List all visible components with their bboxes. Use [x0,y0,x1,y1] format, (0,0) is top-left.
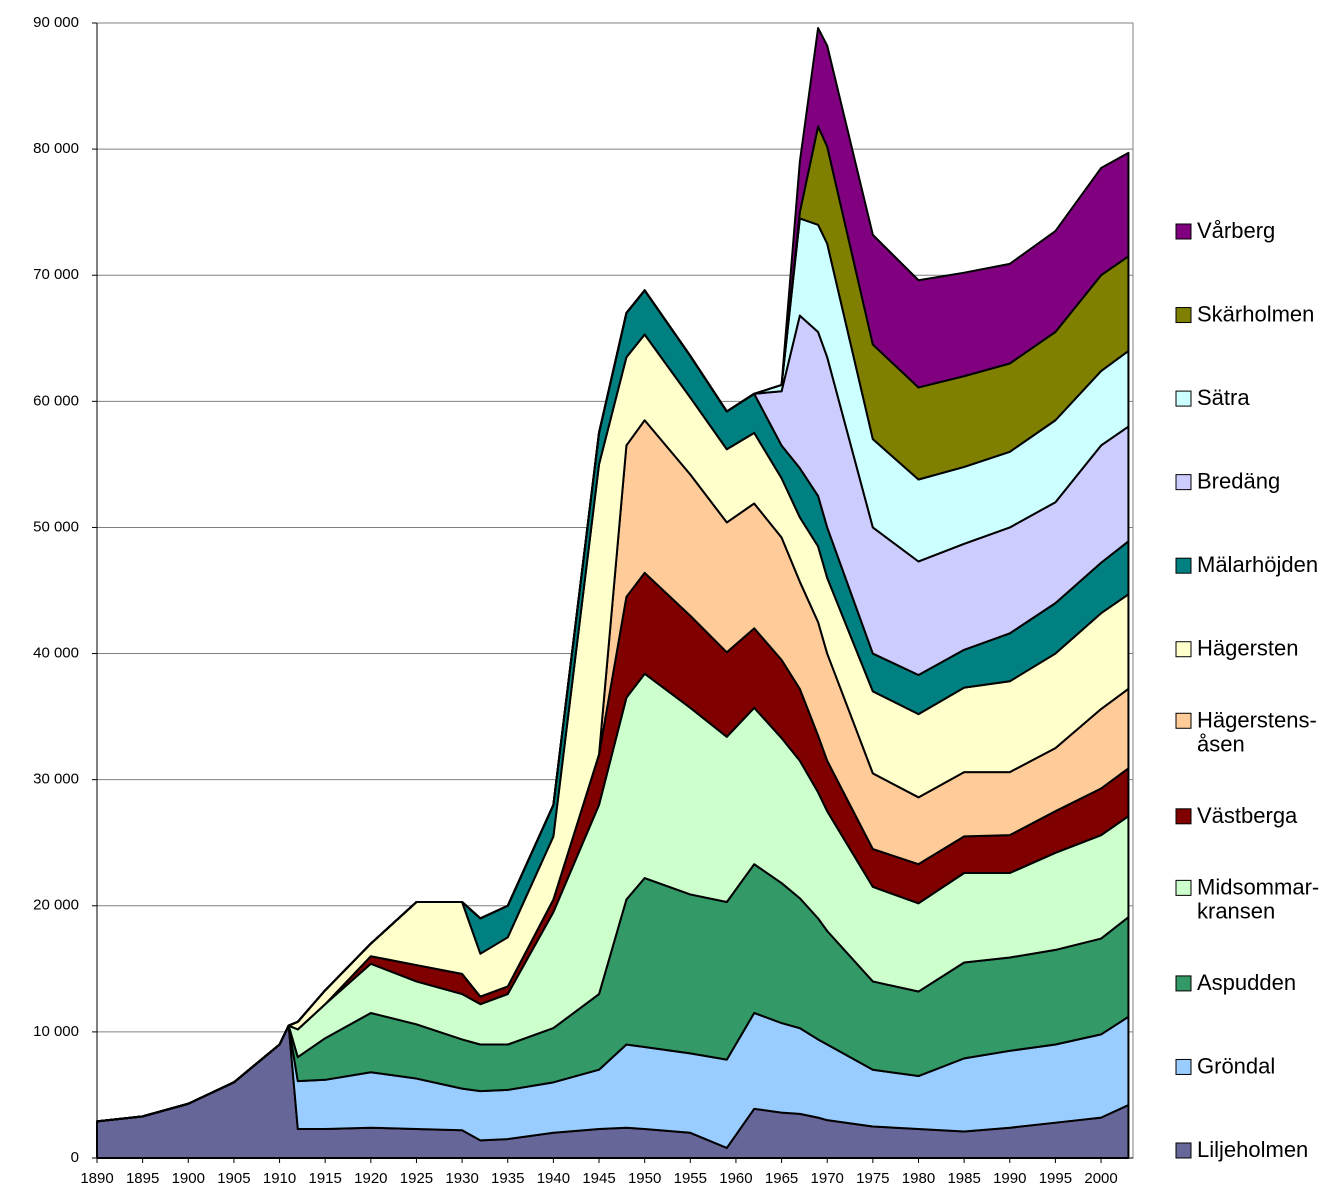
x-tick-label: 1945 [582,1170,615,1187]
x-tick-label: 1935 [491,1170,524,1187]
x-tick-label: 1955 [674,1170,707,1187]
legend-label: Mälarhöjden [1197,552,1318,577]
x-tick-label: 1980 [902,1170,935,1187]
x-tick-label: 1915 [309,1170,342,1187]
legend-swatch [1175,879,1192,896]
y-tick-label: 70 000 [33,266,79,283]
legend-label: Hägerstens-åsen [1197,707,1317,756]
y-tick-label: 50 000 [33,518,79,535]
legend-label: Västberga [1197,803,1298,828]
legend-swatch [1175,223,1192,240]
x-tick-label: 1990 [993,1170,1026,1187]
y-tick-label: 30 000 [33,771,79,788]
legend: Liljeholmen Gröndal Aspudden Midsommar-kran… [1175,218,1319,1162]
axes: 0 10 000 20 000 30 000 40 000 50 000 60 000 70 … [33,14,1134,1187]
x-tick-label: 1900 [172,1170,205,1187]
x-tick-label: 1905 [217,1170,250,1187]
x-tick-label: 1985 [947,1170,980,1187]
x-tick-label: 1910 [263,1170,296,1187]
legend-swatch [1175,474,1192,491]
legend-swatch [1175,1058,1192,1075]
legend-swatch [1175,557,1192,574]
x-tick-label: 1925 [400,1170,433,1187]
legend-label: Hägersten [1197,636,1299,661]
legend-label: Aspudden [1197,970,1296,995]
legend-label: Midsommar-kransen [1197,874,1319,923]
x-tick-label: 1960 [719,1170,752,1187]
area [96,27,1130,1123]
legend-swatch [1175,808,1192,825]
legend-swatch [1175,1142,1192,1159]
legend-label: Vårberg [1197,218,1275,243]
x-tick-label: 1890 [80,1170,113,1187]
areas [96,27,1130,1159]
legend-swatch [1175,307,1192,324]
legend-swatch [1175,712,1192,729]
legend-swatch [1175,390,1192,407]
x-tick-label: 1895 [126,1170,159,1187]
x-tick-label: 1930 [445,1170,478,1187]
y-tick-label: 60 000 [33,392,79,409]
y-tick-label: 90 000 [33,14,79,31]
legend-label: Sätra [1197,385,1250,410]
x-tick-label: 1965 [765,1170,798,1187]
legend-swatch [1175,641,1192,658]
y-tick-label: 40 000 [33,645,79,662]
x-tick-label: 2000 [1084,1170,1117,1187]
legend-label: Bredäng [1197,468,1280,493]
legend-swatch [1175,975,1192,992]
x-tick-label: 1940 [537,1170,570,1187]
legend-label: Liljeholmen [1197,1137,1308,1162]
y-tick-label: 0 [71,1149,79,1166]
x-tick-label: 1970 [811,1170,844,1187]
y-tick-label: 10 000 [33,1023,79,1040]
x-tick-label: 1995 [1039,1170,1072,1187]
x-tick-label: 1920 [354,1170,387,1187]
y-tick-label: 20 000 [33,897,79,914]
y-tick-label: 80 000 [33,140,79,157]
x-tick-label: 1975 [856,1170,889,1187]
legend-label: Gröndal [1197,1053,1275,1078]
x-tick-label: 1950 [628,1170,661,1187]
legend-label: Skärholmen [1197,301,1314,326]
